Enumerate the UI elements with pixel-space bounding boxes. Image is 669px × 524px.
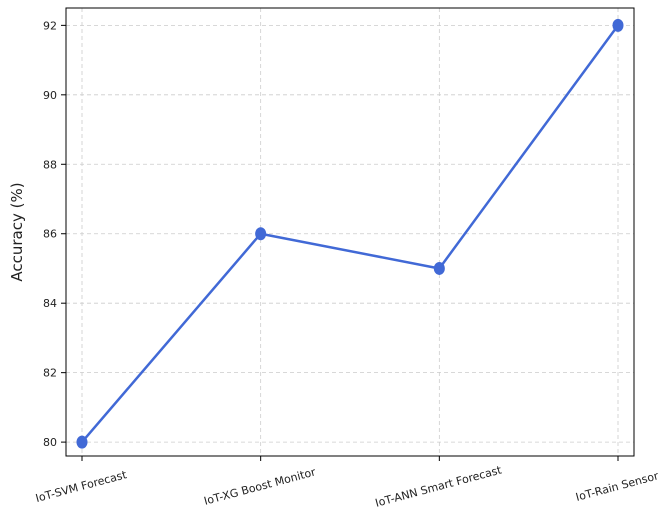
y-axis-ticks: 80 82 84 86 88 90 92 bbox=[43, 19, 66, 449]
y-axis-label: Accuracy (%) bbox=[8, 182, 26, 281]
y-tick-label: 92 bbox=[43, 19, 57, 32]
plot-frame bbox=[65, 7, 635, 457]
y-tick-label: 84 bbox=[43, 297, 57, 310]
x-tick-label: IoT-Rain Sensor bbox=[574, 469, 660, 504]
x-tick-label: IoT-ANN Smart Forecast bbox=[374, 463, 504, 509]
grid-lines bbox=[66, 8, 634, 456]
y-tick-label: 88 bbox=[43, 158, 57, 171]
series-line bbox=[81, 24, 620, 443]
y-tick-label: 90 bbox=[43, 89, 57, 102]
data-point bbox=[255, 227, 267, 241]
x-tick-label: IoT-XG Boost Monitor bbox=[203, 465, 318, 507]
data-point bbox=[433, 261, 445, 275]
x-axis-ticks: IoT-SVM Forecast IoT-XG Boost Monitor IoT-… bbox=[34, 456, 660, 510]
data-point bbox=[76, 435, 88, 449]
x-tick-label: IoT-SVM Forecast bbox=[34, 468, 129, 505]
data-series bbox=[76, 18, 624, 449]
data-point bbox=[612, 18, 624, 32]
y-tick-label: 80 bbox=[43, 436, 57, 449]
y-tick-label: 82 bbox=[43, 367, 57, 380]
y-tick-label: 86 bbox=[43, 228, 57, 241]
